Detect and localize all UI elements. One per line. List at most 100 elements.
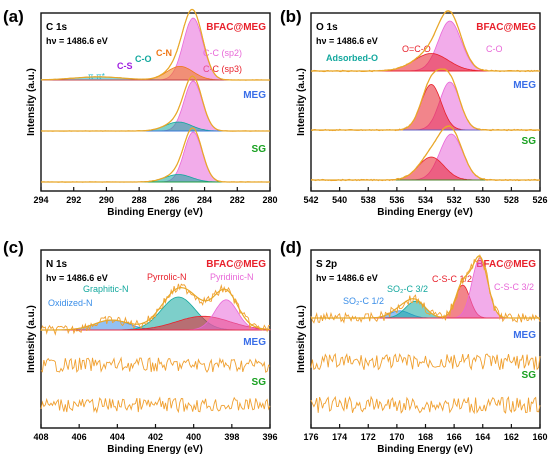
panel-c-x-ticks: 408 406 404 402 400 398 396	[33, 424, 278, 442]
panel-b-sample-3-label: SG	[522, 136, 537, 147]
panel-b-subtitle: hν = 1486.6 eV	[316, 36, 378, 46]
envelope-fit-line	[41, 8, 270, 81]
x-tick-label: 288	[132, 195, 147, 205]
panel-a-component-label: C-O	[135, 54, 152, 64]
panel-d-y-axis-label: Intensity (a.u.)	[296, 305, 307, 373]
x-tick-label: 294	[33, 195, 48, 205]
panel-d-subtitle: hν = 1486.6 eV	[316, 273, 378, 283]
panel-a-frame	[40, 12, 271, 192]
x-tick-label: 526	[532, 195, 547, 205]
component-peak-fill	[41, 80, 270, 132]
panel-c-component-label: Pyrrolic-N	[147, 272, 187, 282]
envelope-fit-line	[311, 68, 540, 131]
panel-a-component-label: C-N	[156, 48, 172, 58]
panel-b-sample-1-label: BFAC@MEG	[476, 22, 536, 33]
panel-b-component-label: C-O	[486, 44, 503, 54]
panel-d-title: S 2p	[316, 259, 337, 270]
panel-a-sample-3-label: SG	[252, 144, 267, 155]
panel-b-x-axis-label: Binding Energy (eV)	[377, 207, 473, 218]
panel-d-label: (d)	[280, 238, 302, 257]
component-peak-fill	[41, 131, 270, 183]
x-tick-label: 280	[262, 195, 277, 205]
x-tick-label: 166	[447, 432, 462, 442]
panel-b-y-axis-label: Intensity (a.u.)	[296, 68, 307, 136]
x-tick-label: 538	[361, 195, 376, 205]
x-tick-label: 528	[504, 195, 519, 205]
panel-a-title: C 1s	[46, 22, 68, 33]
raw-data-line	[40, 75, 270, 132]
x-tick-label: 534	[418, 195, 433, 205]
panel-a-sample-1-label: BFAC@MEG	[206, 22, 266, 33]
x-tick-label: 286	[164, 195, 179, 205]
x-tick-label: 172	[361, 432, 376, 442]
panel-b-plot-area	[310, 10, 541, 182]
panel-c: (c) N 1s hν = 1486.6 eV BFAC@MEG MEG SG …	[3, 238, 278, 455]
x-tick-label: 408	[33, 432, 48, 442]
x-tick-label: 164	[475, 432, 490, 442]
panel-d-sample-1-label: BFAC@MEG	[476, 259, 536, 270]
panel-d: (d) S 2p hν = 1486.6 eV BFAC@MEG MEG SG …	[280, 238, 548, 455]
component-peak-fill	[311, 156, 540, 181]
panel-a-component-label: C-C (sp3)	[203, 64, 242, 74]
panel-a-component-label: C-C (sp2)	[203, 48, 242, 58]
raw-data-line	[40, 396, 271, 414]
panel-b-sample-2-label: MEG	[513, 80, 536, 91]
x-tick-label: 536	[389, 195, 404, 205]
panel-d-component-label: SO₂-C 1/2	[343, 296, 384, 306]
panel-c-x-axis-label: Binding Energy (eV)	[107, 444, 203, 455]
panel-d-x-axis-label: Binding Energy (eV)	[377, 444, 473, 455]
panel-c-subtitle: hν = 1486.6 eV	[46, 273, 108, 283]
panel-a-x-ticks: 294 292 290 288 286 284 282 280	[33, 187, 278, 205]
raw-data-line	[40, 356, 271, 373]
panel-a: (a) C 1s hν = 1486.6 eV BFAC@MEG MEG SG …	[3, 7, 278, 218]
panel-b: (b) O 1s hν = 1486.6 eV BFAC@MEG MEG SG …	[280, 7, 548, 218]
panel-c-component-label: Graphitic-N	[83, 284, 129, 294]
panel-d-plot-area	[310, 253, 541, 415]
panel-b-title: O 1s	[316, 22, 338, 33]
panel-a-y-axis-label: Intensity (a.u.)	[26, 68, 37, 136]
panel-c-title: N 1s	[46, 259, 68, 270]
panel-d-component-label: SO₂-C 3/2	[387, 284, 428, 294]
panel-b-label: (b)	[280, 7, 302, 26]
x-tick-label: 290	[99, 195, 114, 205]
x-tick-label: 400	[186, 432, 201, 442]
envelope-fit-line	[41, 75, 270, 132]
raw-data-line	[310, 353, 541, 371]
envelope-fit-line	[311, 255, 540, 319]
panel-d-component-label: C-S-C 3/2	[494, 282, 534, 292]
raw-data-line	[40, 127, 271, 183]
x-tick-label: 402	[148, 432, 163, 442]
panel-b-component-label: Adsorbed-O	[326, 53, 378, 63]
x-tick-label: 170	[389, 432, 404, 442]
x-tick-label: 396	[262, 432, 277, 442]
x-tick-label: 406	[72, 432, 87, 442]
x-tick-label: 532	[447, 195, 462, 205]
x-tick-label: 168	[418, 432, 433, 442]
panel-b-x-ticks: 542 540 538 536 534 532 530 528 526	[303, 187, 548, 205]
x-tick-label: 542	[303, 195, 318, 205]
panel-d-sample-3-label: SG	[522, 370, 537, 381]
component-peak-fill	[311, 83, 540, 131]
raw-data-line	[310, 395, 541, 415]
panel-a-x-axis-label: Binding Energy (eV)	[107, 207, 203, 218]
envelope-fit-line	[41, 286, 271, 331]
x-tick-label: 160	[532, 432, 547, 442]
panel-c-sample-2-label: MEG	[243, 337, 266, 348]
panel-c-plot-area	[40, 283, 271, 414]
x-tick-label: 292	[66, 195, 81, 205]
panel-c-component-label: Oxidized-N	[48, 298, 93, 308]
panel-c-sample-1-label: BFAC@MEG	[206, 259, 266, 270]
panel-d-sample-2-label: MEG	[513, 330, 536, 341]
x-tick-label: 284	[197, 195, 212, 205]
x-tick-label: 530	[475, 195, 490, 205]
x-tick-label: 540	[332, 195, 347, 205]
panel-a-plot-area	[40, 8, 271, 183]
panel-d-component-label: C-S-C 1/2	[432, 274, 472, 284]
panel-c-y-axis-label: Intensity (a.u.)	[26, 305, 37, 373]
x-tick-label: 176	[303, 432, 318, 442]
envelope-fit-line	[41, 127, 270, 183]
envelope-fit-line	[311, 125, 540, 181]
panel-b-component-label: O=C-O	[402, 44, 431, 54]
x-tick-label: 404	[110, 432, 125, 442]
